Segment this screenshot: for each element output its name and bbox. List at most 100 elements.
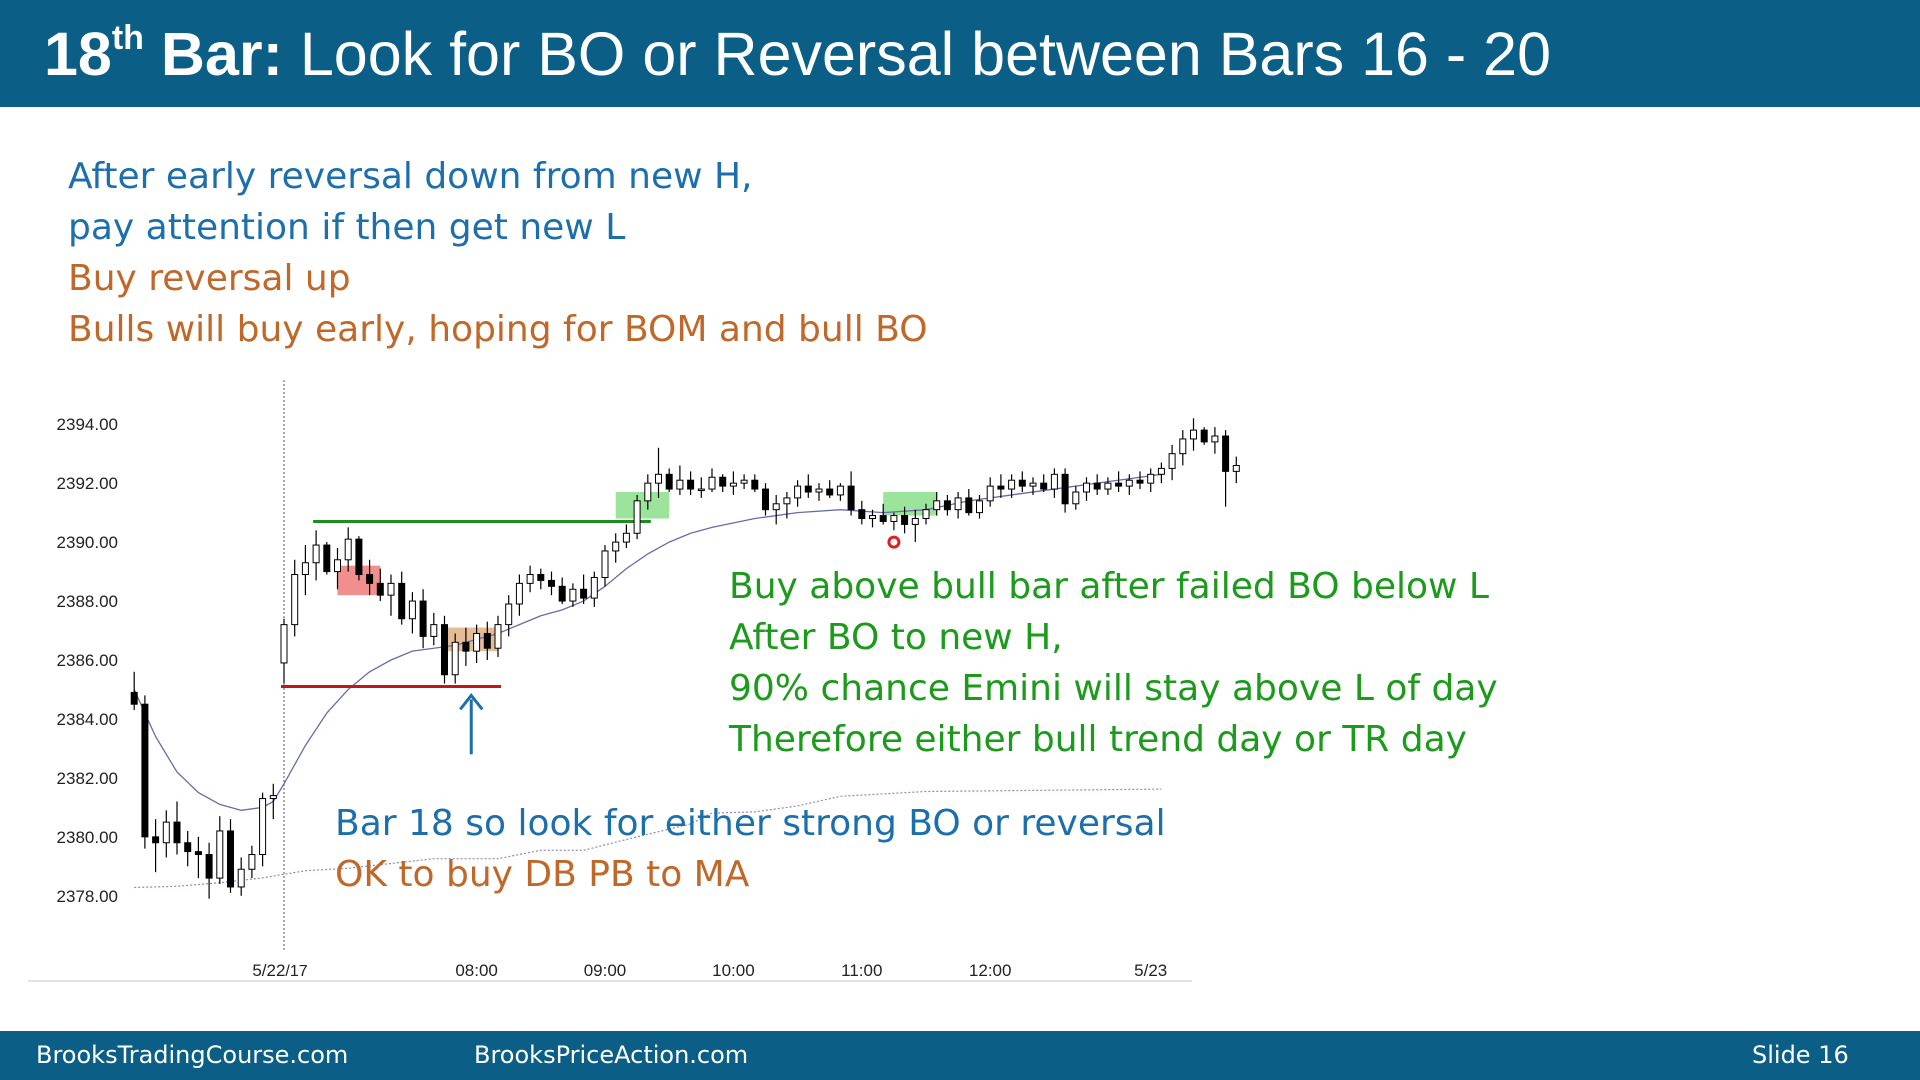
x-tick-label: 09:00 <box>584 961 627 980</box>
candle <box>162 821 170 844</box>
candle <box>1040 482 1048 490</box>
candle <box>515 582 523 605</box>
candle <box>965 497 973 514</box>
candle <box>794 485 802 499</box>
candle <box>772 503 780 511</box>
candle <box>152 836 160 844</box>
candle <box>815 488 823 493</box>
candle <box>408 600 416 620</box>
x-tick-year-suffix: /17 <box>285 963 307 980</box>
candle <box>130 691 138 705</box>
candle <box>879 515 887 522</box>
candle <box>227 830 234 888</box>
chart-annotations <box>459 535 901 755</box>
candle <box>1136 479 1144 484</box>
candle <box>783 497 791 505</box>
candle <box>205 854 213 879</box>
candle <box>997 485 1005 490</box>
top-notes: After early reversal down from new H, pa… <box>68 151 928 355</box>
candle <box>548 579 555 587</box>
y-tick-label: 2392.00 <box>57 474 118 493</box>
title-text: Look for BO or Reversal between Bars 16 … <box>282 20 1552 88</box>
candle <box>1061 473 1069 505</box>
candle <box>954 497 962 511</box>
up-arrow-head <box>459 692 484 711</box>
candle <box>1125 479 1133 487</box>
y-tick-label: 2386.00 <box>57 651 118 670</box>
candle <box>740 479 748 484</box>
candle <box>687 479 695 490</box>
candle <box>419 600 427 637</box>
candles <box>130 418 1240 899</box>
candle <box>462 641 470 652</box>
note-line: OK to buy DB PB to MA <box>335 854 750 895</box>
x-tick-label: 5/22/17 <box>252 961 307 980</box>
candle <box>729 482 737 487</box>
candle <box>184 842 192 853</box>
chart-axes: 2394.00 2392.00 2390.00 2388.00 2386.00 2384.… <box>28 415 1192 982</box>
candle <box>1168 453 1176 469</box>
candle <box>494 624 502 649</box>
note-line: Bar 18 so look for either strong BO or r… <box>335 803 1166 844</box>
candle <box>826 488 834 496</box>
candle <box>312 544 320 564</box>
candle <box>622 532 630 543</box>
y-tick-label: 2382.00 <box>57 769 118 788</box>
title-bar-label: Bar: <box>143 20 283 88</box>
candle <box>858 509 866 520</box>
candle <box>1232 464 1240 472</box>
candle <box>751 479 759 490</box>
candle <box>590 576 598 599</box>
candle <box>612 541 620 552</box>
candle <box>323 544 331 573</box>
right-notes: Buy above bull bar after failed BO below… <box>729 561 1498 765</box>
footer-site-link[interactable]: BrooksTradingCourse.com <box>36 1041 349 1069</box>
candle <box>1093 482 1101 490</box>
candle <box>1157 467 1165 475</box>
candle <box>901 515 909 525</box>
candle <box>216 830 224 879</box>
candle <box>1222 435 1230 472</box>
candle <box>1072 491 1080 505</box>
price-chart: 2394.00 2392.00 2390.00 2388.00 2386.00 2384.… <box>0 380 1240 1000</box>
footer-site-link[interactable]: BrooksPriceAction.com <box>474 1041 749 1069</box>
candle <box>537 574 545 581</box>
candle <box>441 624 448 676</box>
candle <box>762 488 769 511</box>
candle <box>933 500 941 511</box>
candle <box>473 632 481 652</box>
candle <box>1029 482 1037 487</box>
candle <box>398 582 406 620</box>
candle <box>644 482 652 502</box>
title-ordinal: 18 <box>44 20 112 88</box>
candle <box>558 585 566 602</box>
candle <box>1190 429 1197 440</box>
highlight-zone <box>615 492 670 519</box>
note-line: After BO to new H, <box>729 617 1063 658</box>
candle <box>259 798 267 856</box>
candle <box>719 476 727 487</box>
note-line: Therefore either bull trend day or TR da… <box>729 719 1467 760</box>
candle <box>836 485 844 496</box>
candle <box>569 588 577 602</box>
x-tick-label: 11:00 <box>841 961 882 980</box>
y-tick-label: 2394.00 <box>57 415 118 434</box>
note-line: Buy above bull bar after failed BO below… <box>729 566 1489 607</box>
candle <box>526 574 534 584</box>
candle <box>1104 482 1112 490</box>
candle <box>269 795 277 800</box>
candle <box>366 574 374 584</box>
y-tick-label: 2384.00 <box>57 710 118 729</box>
note-line: 90% chance Emini will stay above L of da… <box>729 668 1498 709</box>
candle <box>344 538 352 561</box>
candle <box>580 588 588 599</box>
candle <box>387 582 395 596</box>
title-bar: 18th Bar: Look for BO or Reversal betwee… <box>0 0 1920 107</box>
candle <box>922 509 930 520</box>
y-tick-label: 2378.00 <box>57 887 118 906</box>
signal-marker <box>887 535 901 549</box>
y-tick-label: 2390.00 <box>57 533 118 552</box>
candle <box>708 476 716 490</box>
candle <box>237 868 245 888</box>
candle <box>665 473 673 490</box>
